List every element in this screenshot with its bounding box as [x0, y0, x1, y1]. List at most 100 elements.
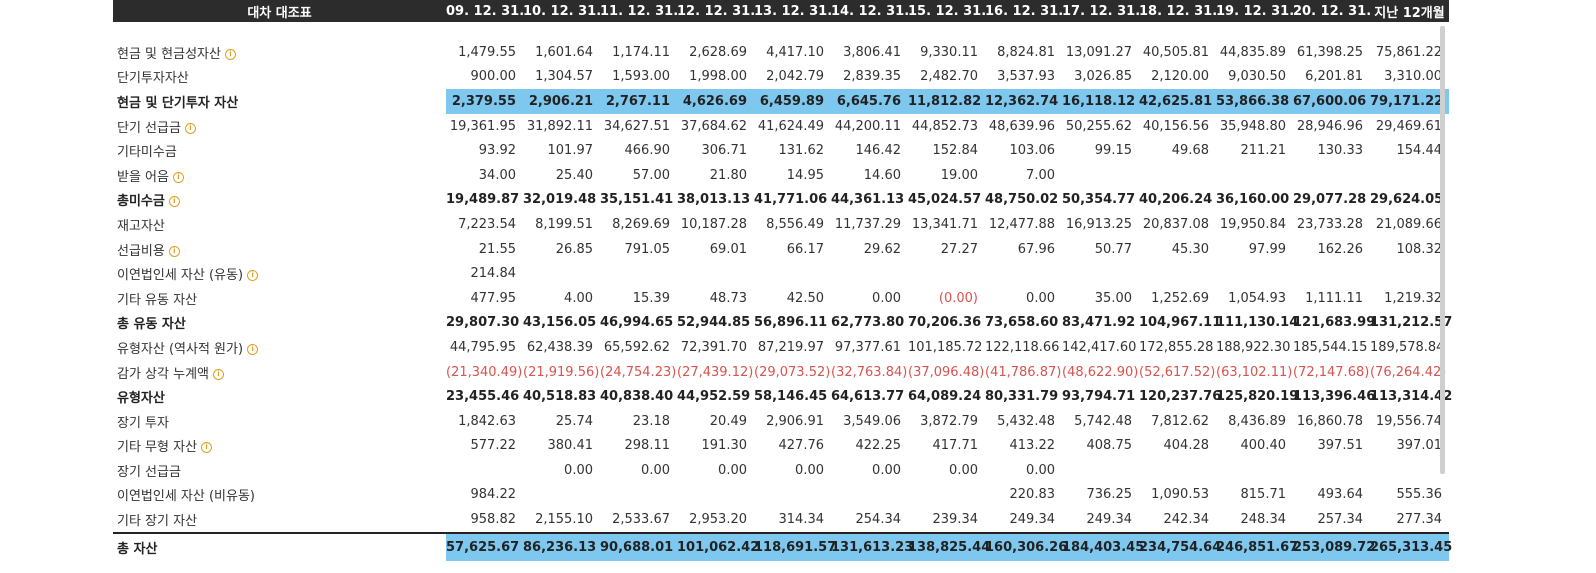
balance-sheet: 대차 대조표 09. 12. 31. 10. 12. 31. 11. 12. 31.… [113, 0, 1453, 561]
table-row: 선급비용 i 21.55 26.85 791.05 69.01 66.17 29.62 27.2… [113, 237, 1449, 262]
table-row: 기타 유동 자산 477.95 4.00 15.39 48.73 42.50 0.00 (0.… [113, 286, 1449, 311]
vertical-scrollbar[interactable] [1440, 26, 1445, 474]
value-cell: 131,212.57 [1370, 315, 1453, 331]
value-cell: 20,837.08 [1142, 216, 1209, 232]
value-cell: 9,330.11 [920, 44, 978, 60]
value-cell: 277.34 [1396, 512, 1443, 528]
info-icon[interactable]: i [201, 442, 213, 454]
table-header-row: 대차 대조표 09. 12. 31. 10. 12. 31. 11. 12. 31.… [113, 0, 1449, 22]
value-cell [831, 483, 908, 508]
value-cell [1293, 163, 1370, 188]
value-cell: 80,331.79 [985, 389, 1059, 405]
column-header-period[interactable]: 17. 12. 31. [1062, 0, 1140, 22]
value-cell: 242.34 [1163, 512, 1210, 528]
info-icon[interactable]: i [224, 48, 236, 60]
value-cell: 42.50 [786, 290, 824, 306]
row-label-cell: 단기 선급금 i [113, 114, 446, 139]
column-header-period[interactable]: 지난 12개월 [1370, 0, 1449, 22]
value-cell: 15.39 [632, 290, 670, 306]
row-label: 선급비용 [117, 243, 165, 259]
value-cell: 3,026.85 [1074, 69, 1132, 85]
row-label-cell: 이연법인세 자산 (유동) i [113, 261, 446, 286]
column-header-period[interactable]: 20. 12. 31. [1293, 0, 1371, 22]
value-cell: 45.30 [1171, 241, 1209, 257]
info-icon[interactable]: i [247, 270, 259, 282]
value-cell: 35,151.41 [600, 192, 674, 208]
value-cell: 1,054.93 [1228, 290, 1286, 306]
row-label: 총 유동 자산 [117, 317, 186, 333]
column-header-period[interactable]: 10. 12. 31. [523, 0, 601, 22]
info-icon[interactable]: i [247, 343, 259, 355]
row-label-cell: 총미수금 i [113, 188, 446, 213]
column-header-period[interactable]: 19. 12. 31. [1216, 0, 1294, 22]
value-cell [985, 261, 1062, 286]
value-cell [1216, 458, 1293, 483]
value-cell: 466.90 [624, 143, 671, 159]
value-cell [1370, 458, 1449, 483]
value-cell: 41,624.49 [757, 118, 824, 134]
value-cell: 64,089.24 [908, 389, 982, 405]
info-icon[interactable]: i [168, 245, 180, 257]
value-cell: 189,578.84 [1370, 339, 1445, 355]
column-header-period[interactable]: 11. 12. 31. [600, 0, 678, 22]
table-row: 총 유동 자산 29,807.30 43,156.05 46,994.65 52,944… [113, 311, 1453, 336]
value-cell: 1,252.69 [1151, 290, 1209, 306]
value-cell: 42,625.81 [1139, 89, 1216, 114]
value-cell: 58,146.45 [754, 389, 828, 405]
row-label-cell: 기타 유동 자산 [113, 286, 446, 311]
value-cell: 45,024.57 [908, 192, 982, 208]
column-header-period[interactable]: 09. 12. 31. [446, 0, 524, 22]
value-cell: 66.17 [786, 241, 824, 257]
column-header-period[interactable]: 15. 12. 31. [908, 0, 986, 22]
value-cell: 5,742.48 [1074, 413, 1132, 429]
value-cell [600, 261, 677, 286]
column-header-period[interactable]: 16. 12. 31. [985, 0, 1063, 22]
table-row: 이연법인세 자산 (유동) i 214.84 [113, 261, 1449, 286]
row-label-cell: 단기투자자산 [113, 65, 446, 90]
value-cell: 248.34 [1240, 512, 1287, 528]
table-row: 총미수금 i 19,489.87 32,019.48 35,151.41 38,013.1… [113, 188, 1449, 213]
value-cell: 0.00 [1026, 290, 1055, 306]
value-cell: 40,156.56 [1142, 118, 1209, 134]
value-cell [1139, 163, 1216, 188]
value-cell: 57,625.67 [446, 531, 523, 561]
row-label-cell: 기타미수금 [113, 138, 446, 163]
value-cell: 29,077.28 [1293, 192, 1367, 208]
column-header-period[interactable]: 13. 12. 31. [754, 0, 832, 22]
info-icon[interactable]: i [168, 196, 180, 208]
value-cell: 37,684.62 [680, 118, 747, 134]
value-cell: (24,754.23) [600, 364, 677, 380]
value-cell: 0.00 [795, 462, 824, 478]
value-cell: 138,825.44 [908, 531, 990, 561]
value-cell: 1,601.64 [535, 44, 593, 60]
value-cell: 9,030.50 [1228, 69, 1286, 85]
value-cell: 408.75 [1086, 438, 1133, 454]
value-cell: 25.74 [555, 413, 593, 429]
column-header-period[interactable]: 12. 12. 31. [677, 0, 755, 22]
column-header-period[interactable]: 14. 12. 31. [831, 0, 909, 22]
value-cell: 249.34 [1009, 512, 1056, 528]
value-cell: (41,786.87) [985, 364, 1062, 380]
value-cell: 67,600.06 [1293, 89, 1370, 114]
row-label: 이연법인세 자산 (비유동) [117, 489, 256, 505]
value-cell: 29,469.61 [1375, 118, 1442, 134]
info-icon[interactable]: i [213, 368, 224, 380]
value-cell: 101,062.42 [677, 531, 759, 561]
value-cell: 162.26 [1317, 241, 1364, 257]
value-cell [754, 261, 831, 286]
value-cell: 427.76 [778, 438, 825, 454]
info-icon[interactable]: i [184, 122, 196, 134]
value-cell [446, 458, 523, 483]
value-cell: 2,482.70 [920, 69, 978, 85]
info-icon[interactable]: i [172, 171, 184, 183]
value-cell: 4,417.10 [766, 44, 824, 60]
value-cell: (76,264.42) [1370, 364, 1447, 380]
value-cell: 12,477.88 [988, 216, 1055, 232]
value-cell [677, 483, 754, 508]
value-cell: 34,627.51 [603, 118, 670, 134]
value-cell: 87,219.97 [757, 339, 824, 355]
value-cell: 113,396.46 [1293, 389, 1376, 405]
value-cell: 101,185.72 [908, 339, 983, 355]
value-cell [523, 261, 600, 286]
column-header-period[interactable]: 18. 12. 31. [1139, 0, 1217, 22]
